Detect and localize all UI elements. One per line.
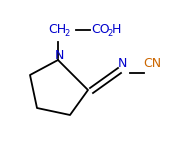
- Text: 2: 2: [107, 29, 112, 38]
- Text: H: H: [112, 23, 121, 36]
- Text: N: N: [118, 57, 127, 70]
- Text: CN: CN: [143, 57, 161, 70]
- Text: 2: 2: [64, 29, 69, 38]
- Text: CO: CO: [91, 23, 110, 36]
- Text: CH: CH: [48, 23, 66, 36]
- Text: N: N: [55, 49, 64, 62]
